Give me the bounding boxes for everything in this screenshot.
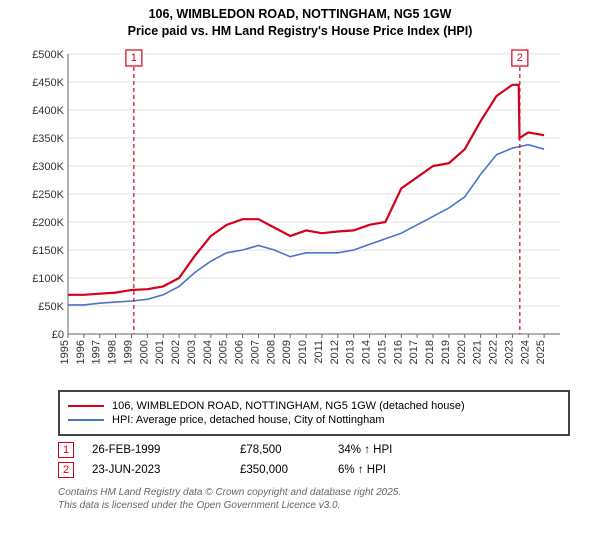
svg-text:£250K: £250K (32, 189, 64, 201)
svg-text:£50K: £50K (38, 301, 64, 313)
svg-text:2014: 2014 (361, 340, 373, 364)
svg-text:2008: 2008 (265, 340, 277, 364)
svg-text:2022: 2022 (488, 340, 500, 364)
svg-text:2015: 2015 (376, 340, 388, 364)
sale-row: 2 23-JUN-2023 £350,000 6% ↑ HPI (58, 462, 570, 478)
svg-text:2024: 2024 (519, 340, 531, 364)
series-hpi (68, 144, 544, 304)
footer-line2: This data is licensed under the Open Gov… (58, 499, 570, 512)
chart-title: 106, WIMBLEDON ROAD, NOTTINGHAM, NG5 1GW… (10, 6, 590, 40)
svg-text:£0: £0 (52, 329, 64, 341)
footer-line1: Contains HM Land Registry data © Crown c… (58, 486, 570, 499)
svg-text:£450K: £450K (32, 77, 64, 89)
legend: 106, WIMBLEDON ROAD, NOTTINGHAM, NG5 1GW… (58, 390, 570, 436)
title-line1: 106, WIMBLEDON ROAD, NOTTINGHAM, NG5 1GW (10, 6, 590, 23)
svg-text:2001: 2001 (154, 340, 166, 364)
svg-text:2012: 2012 (329, 340, 341, 364)
sale-row: 1 26-FEB-1999 £78,500 34% ↑ HPI (58, 442, 570, 458)
svg-text:£300K: £300K (32, 161, 64, 173)
svg-text:2020: 2020 (456, 340, 468, 364)
svg-text:£150K: £150K (32, 245, 64, 257)
sale-index-box: 2 (58, 462, 74, 478)
y-axis: £0 £50K £100K £150K £200K £250K £300K £350K £400… (32, 49, 64, 341)
svg-text:2018: 2018 (424, 340, 436, 364)
svg-text:1999: 1999 (122, 340, 134, 364)
x-axis: 1995 1996 1997 19981999 2000 2001 2002 2003 2004… (59, 334, 547, 364)
sale-price: £78,500 (240, 444, 320, 456)
svg-text:£500K: £500K (32, 49, 64, 61)
sales-table: 1 26-FEB-1999 £78,500 34% ↑ HPI 2 23-JUN-2023… (58, 442, 570, 478)
svg-text:£200K: £200K (32, 217, 64, 229)
legend-item: 106, WIMBLEDON ROAD, NOTTINGHAM, NG5 1GW… (68, 400, 560, 412)
sale-price: £350,000 (240, 464, 320, 476)
title-line2: Price paid vs. HM Land Registry's House … (10, 23, 590, 40)
svg-text:2003: 2003 (186, 340, 198, 364)
grid (68, 54, 560, 334)
svg-text:2021: 2021 (472, 340, 484, 364)
svg-text:2025: 2025 (535, 340, 547, 364)
svg-text:2016: 2016 (392, 340, 404, 364)
sale-index-box: 1 (58, 442, 74, 458)
sale-delta: 6% ↑ HPI (338, 464, 418, 476)
footer-attribution: Contains HM Land Registry data © Crown c… (58, 486, 570, 512)
sale-date: 26-FEB-1999 (92, 444, 222, 456)
svg-text:£350K: £350K (32, 133, 64, 145)
svg-text:1995: 1995 (59, 340, 71, 364)
svg-text:2004: 2004 (202, 340, 214, 364)
svg-text:2002: 2002 (170, 340, 182, 364)
svg-text:2005: 2005 (218, 340, 230, 364)
legend-swatch (68, 419, 104, 421)
svg-text:£100K: £100K (32, 273, 64, 285)
legend-label: HPI: Average price, detached house, City… (112, 414, 385, 426)
svg-text:2011: 2011 (313, 340, 325, 364)
svg-text:1997: 1997 (91, 340, 103, 364)
sale-marker-number: 2 (517, 52, 523, 64)
legend-label: 106, WIMBLEDON ROAD, NOTTINGHAM, NG5 1GW… (112, 400, 465, 412)
svg-text:2013: 2013 (345, 340, 357, 364)
svg-text:2009: 2009 (281, 340, 293, 364)
svg-text:£400K: £400K (32, 105, 64, 117)
price-chart: £0 £50K £100K £150K £200K £250K £300K £350K £400… (20, 44, 580, 384)
svg-text:1998: 1998 (107, 340, 119, 364)
svg-text:2023: 2023 (503, 340, 515, 364)
svg-text:2006: 2006 (234, 340, 246, 364)
svg-text:2010: 2010 (297, 340, 309, 364)
sale-delta: 34% ↑ HPI (338, 444, 418, 456)
sale-marker-number: 1 (131, 52, 137, 64)
legend-item: HPI: Average price, detached house, City… (68, 414, 560, 426)
svg-text:2019: 2019 (440, 340, 452, 364)
svg-text:2017: 2017 (408, 340, 420, 364)
svg-text:2000: 2000 (138, 340, 150, 364)
svg-text:1996: 1996 (75, 340, 87, 364)
legend-swatch (68, 405, 104, 407)
series-price-paid (68, 85, 544, 295)
svg-text:2007: 2007 (249, 340, 261, 364)
sale-date: 23-JUN-2023 (92, 464, 222, 476)
